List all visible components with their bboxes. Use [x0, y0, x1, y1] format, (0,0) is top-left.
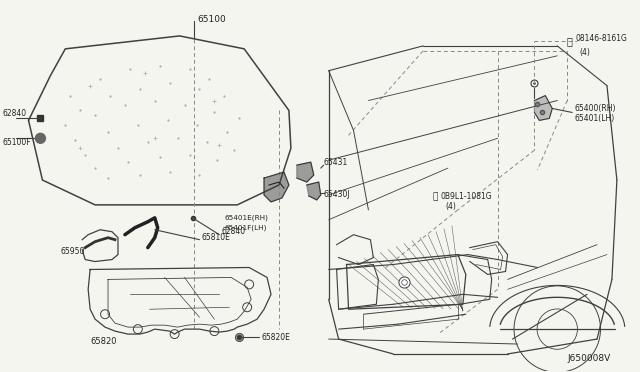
Polygon shape	[264, 172, 289, 202]
Text: J650008V: J650008V	[567, 355, 611, 363]
Text: 08146-8161G: 08146-8161G	[575, 34, 627, 44]
Text: 62840: 62840	[3, 109, 27, 118]
Polygon shape	[297, 162, 314, 182]
Text: Ⓑ: Ⓑ	[566, 36, 572, 46]
Text: 0B9L1-1081G: 0B9L1-1081G	[441, 192, 493, 201]
Polygon shape	[534, 96, 552, 121]
Text: 65431: 65431	[324, 158, 348, 167]
Text: 65400(RH): 65400(RH)	[574, 104, 616, 113]
Text: 65430J: 65430J	[324, 190, 350, 199]
Text: 65401(LH): 65401(LH)	[574, 114, 614, 123]
Circle shape	[35, 133, 45, 143]
Text: 65810E: 65810E	[202, 233, 230, 242]
Text: 65401F(LH): 65401F(LH)	[224, 224, 267, 231]
Text: 65820E: 65820E	[261, 333, 290, 341]
Text: (4): (4)	[445, 202, 456, 211]
Text: (4): (4)	[579, 48, 590, 57]
Text: 65401E(RH): 65401E(RH)	[224, 215, 268, 221]
Polygon shape	[307, 182, 321, 200]
Text: 65100F: 65100F	[3, 138, 31, 147]
Text: Ⓝ: Ⓝ	[433, 192, 438, 201]
Text: 65950: 65950	[60, 247, 84, 256]
Text: 62840: 62840	[221, 227, 246, 236]
Text: 65820: 65820	[90, 337, 116, 346]
Text: 65100: 65100	[198, 15, 226, 23]
